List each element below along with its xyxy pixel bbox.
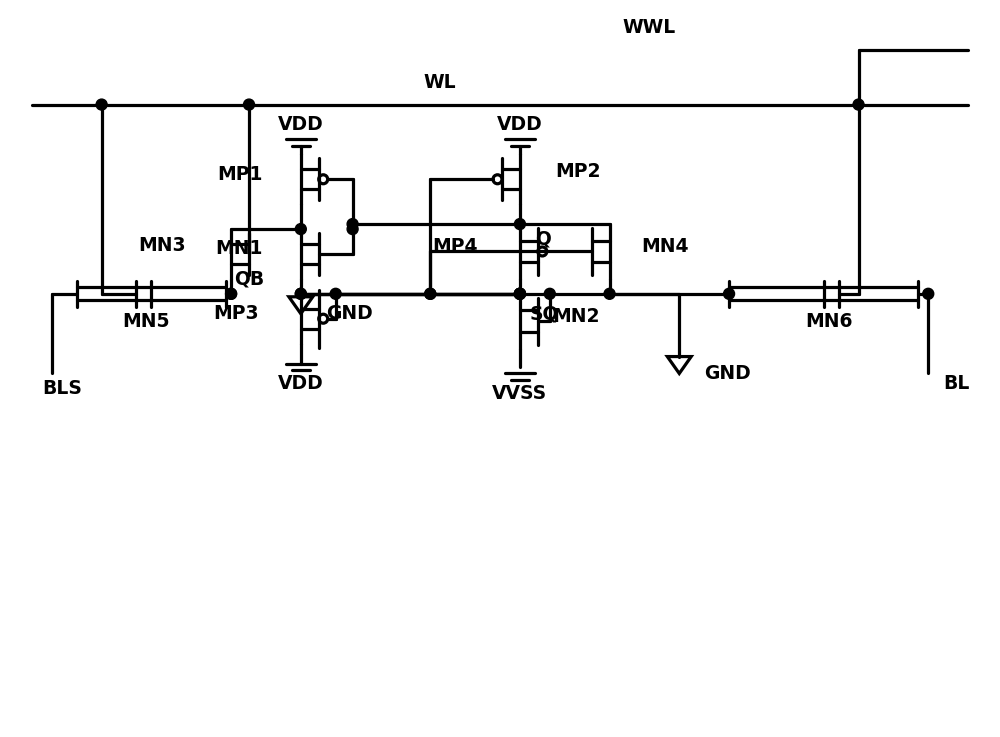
Circle shape (853, 99, 864, 110)
Text: MN4: MN4 (641, 237, 689, 256)
Text: MP3: MP3 (213, 304, 259, 324)
Text: GND: GND (326, 304, 372, 324)
Text: SQ: SQ (530, 304, 559, 324)
Text: MN5: MN5 (123, 312, 170, 331)
Text: GND: GND (704, 364, 751, 383)
Text: BLS: BLS (42, 379, 82, 398)
Text: MN2: MN2 (552, 307, 599, 326)
Circle shape (514, 219, 525, 229)
Text: MP1: MP1 (218, 165, 263, 184)
Circle shape (347, 223, 358, 234)
Text: VVSS: VVSS (492, 384, 547, 403)
Circle shape (724, 288, 735, 299)
Circle shape (514, 288, 525, 299)
Text: BL: BL (943, 374, 970, 393)
Text: WWL: WWL (623, 18, 676, 38)
Circle shape (295, 223, 306, 234)
Text: MP2: MP2 (555, 162, 600, 181)
Text: MN1: MN1 (216, 240, 263, 259)
Circle shape (923, 288, 934, 299)
Circle shape (226, 288, 237, 299)
Text: MN6: MN6 (805, 312, 852, 331)
Text: MP4: MP4 (433, 237, 478, 256)
Circle shape (544, 288, 555, 299)
Text: VDD: VDD (497, 115, 543, 134)
Text: VDD: VDD (278, 115, 324, 134)
Text: WL: WL (424, 73, 457, 92)
Circle shape (96, 99, 107, 110)
Circle shape (604, 288, 615, 299)
Circle shape (295, 288, 306, 299)
Circle shape (514, 288, 525, 299)
Circle shape (295, 288, 306, 299)
Text: MN3: MN3 (139, 237, 186, 256)
Circle shape (425, 288, 436, 299)
Circle shape (514, 288, 525, 299)
Circle shape (425, 288, 436, 299)
Circle shape (330, 288, 341, 299)
Circle shape (514, 288, 525, 299)
Text: Q: Q (535, 229, 551, 248)
Circle shape (244, 99, 254, 110)
Circle shape (226, 288, 237, 299)
Text: VDD: VDD (278, 374, 324, 393)
Text: QB: QB (234, 269, 264, 288)
Circle shape (347, 219, 358, 229)
